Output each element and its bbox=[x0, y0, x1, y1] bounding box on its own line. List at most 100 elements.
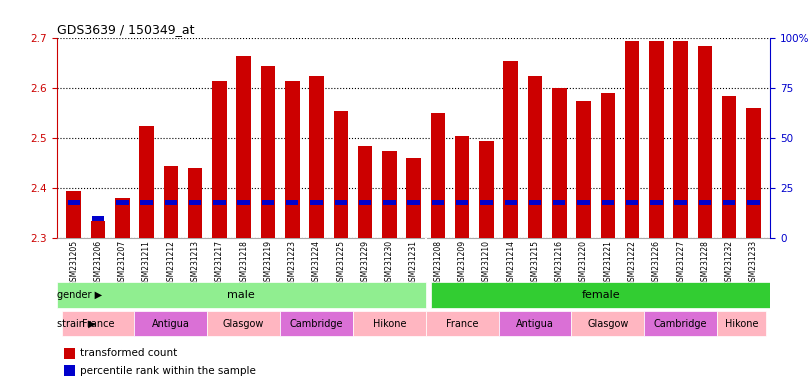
Bar bbox=[456, 200, 468, 205]
Bar bbox=[64, 365, 75, 376]
Bar bbox=[188, 168, 203, 238]
Bar bbox=[552, 88, 567, 238]
Bar bbox=[115, 198, 130, 238]
Text: GSM231222: GSM231222 bbox=[628, 240, 637, 286]
Bar bbox=[140, 200, 152, 205]
Bar bbox=[528, 76, 543, 238]
Bar bbox=[92, 216, 105, 220]
Text: GSM231221: GSM231221 bbox=[603, 240, 612, 286]
FancyBboxPatch shape bbox=[426, 311, 499, 336]
Bar bbox=[67, 190, 81, 238]
Bar bbox=[165, 200, 177, 205]
Bar bbox=[91, 220, 105, 238]
Bar bbox=[309, 76, 324, 238]
Text: Glasgow: Glasgow bbox=[223, 318, 264, 329]
Text: GSM231205: GSM231205 bbox=[69, 240, 79, 286]
Bar bbox=[431, 113, 445, 238]
Text: Cambridge: Cambridge bbox=[290, 318, 343, 329]
Bar bbox=[116, 200, 128, 205]
Text: transformed count: transformed count bbox=[79, 348, 177, 358]
Bar bbox=[747, 200, 760, 205]
Bar bbox=[675, 200, 687, 205]
Bar bbox=[139, 126, 154, 238]
Bar bbox=[236, 56, 251, 238]
Bar bbox=[406, 158, 421, 238]
Text: GSM231224: GSM231224 bbox=[312, 240, 321, 286]
Bar bbox=[699, 200, 711, 205]
Bar bbox=[382, 151, 397, 238]
FancyBboxPatch shape bbox=[280, 311, 353, 336]
Text: GSM231226: GSM231226 bbox=[652, 240, 661, 286]
Bar bbox=[238, 200, 250, 205]
Bar bbox=[285, 81, 299, 238]
Text: GSM231206: GSM231206 bbox=[93, 240, 102, 286]
Bar bbox=[67, 200, 80, 205]
Bar bbox=[723, 200, 736, 205]
Bar bbox=[529, 200, 541, 205]
Bar bbox=[697, 46, 712, 238]
Bar bbox=[479, 141, 494, 238]
Text: percentile rank within the sample: percentile rank within the sample bbox=[79, 366, 255, 376]
Text: GSM231227: GSM231227 bbox=[676, 240, 685, 286]
FancyBboxPatch shape bbox=[353, 311, 426, 336]
Bar bbox=[650, 200, 663, 205]
Bar bbox=[504, 61, 518, 238]
Text: GSM231207: GSM231207 bbox=[118, 240, 127, 286]
Text: Hikone: Hikone bbox=[372, 318, 406, 329]
Bar bbox=[577, 101, 591, 238]
Bar bbox=[407, 200, 420, 205]
Text: GSM231232: GSM231232 bbox=[725, 240, 734, 286]
Text: France: France bbox=[82, 318, 114, 329]
Bar bbox=[649, 41, 663, 238]
FancyBboxPatch shape bbox=[431, 282, 770, 308]
Text: GSM231228: GSM231228 bbox=[701, 240, 710, 286]
Bar bbox=[359, 200, 371, 205]
Bar bbox=[335, 200, 347, 205]
Text: GSM231220: GSM231220 bbox=[579, 240, 588, 286]
Bar bbox=[286, 200, 298, 205]
Text: GSM231217: GSM231217 bbox=[215, 240, 224, 286]
Text: GSM231230: GSM231230 bbox=[385, 240, 394, 286]
Text: GSM231231: GSM231231 bbox=[409, 240, 418, 286]
Text: Cambridge: Cambridge bbox=[654, 318, 707, 329]
Bar bbox=[164, 166, 178, 238]
Bar bbox=[480, 200, 492, 205]
FancyBboxPatch shape bbox=[135, 311, 208, 336]
Bar bbox=[260, 66, 275, 238]
Bar bbox=[262, 200, 274, 205]
Text: GSM231216: GSM231216 bbox=[555, 240, 564, 286]
Text: GSM231233: GSM231233 bbox=[749, 240, 758, 286]
Bar bbox=[311, 200, 323, 205]
Text: GSM231209: GSM231209 bbox=[457, 240, 466, 286]
Text: Antigua: Antigua bbox=[152, 318, 190, 329]
Text: female: female bbox=[581, 290, 620, 300]
FancyBboxPatch shape bbox=[62, 311, 135, 336]
Bar bbox=[383, 200, 396, 205]
Bar bbox=[626, 200, 638, 205]
Text: GSM231212: GSM231212 bbox=[166, 240, 175, 286]
FancyBboxPatch shape bbox=[57, 282, 426, 308]
Bar bbox=[577, 200, 590, 205]
Text: Glasgow: Glasgow bbox=[587, 318, 629, 329]
Text: GDS3639 / 150349_at: GDS3639 / 150349_at bbox=[57, 23, 195, 36]
FancyBboxPatch shape bbox=[717, 311, 766, 336]
Text: GSM231219: GSM231219 bbox=[264, 240, 272, 286]
Text: GSM231210: GSM231210 bbox=[482, 240, 491, 286]
FancyBboxPatch shape bbox=[572, 311, 644, 336]
Bar bbox=[553, 200, 565, 205]
Bar bbox=[746, 108, 761, 238]
Bar bbox=[722, 96, 736, 238]
Text: Hikone: Hikone bbox=[724, 318, 758, 329]
Bar bbox=[358, 146, 372, 238]
Text: GSM231223: GSM231223 bbox=[288, 240, 297, 286]
Text: GSM231218: GSM231218 bbox=[239, 240, 248, 286]
Bar bbox=[213, 200, 225, 205]
Text: male: male bbox=[227, 290, 255, 300]
Bar bbox=[600, 93, 615, 238]
Text: Antigua: Antigua bbox=[516, 318, 554, 329]
Text: strain ▶: strain ▶ bbox=[57, 318, 96, 329]
Bar bbox=[624, 41, 639, 238]
Bar bbox=[212, 81, 227, 238]
Bar bbox=[673, 41, 688, 238]
Bar bbox=[189, 200, 201, 205]
